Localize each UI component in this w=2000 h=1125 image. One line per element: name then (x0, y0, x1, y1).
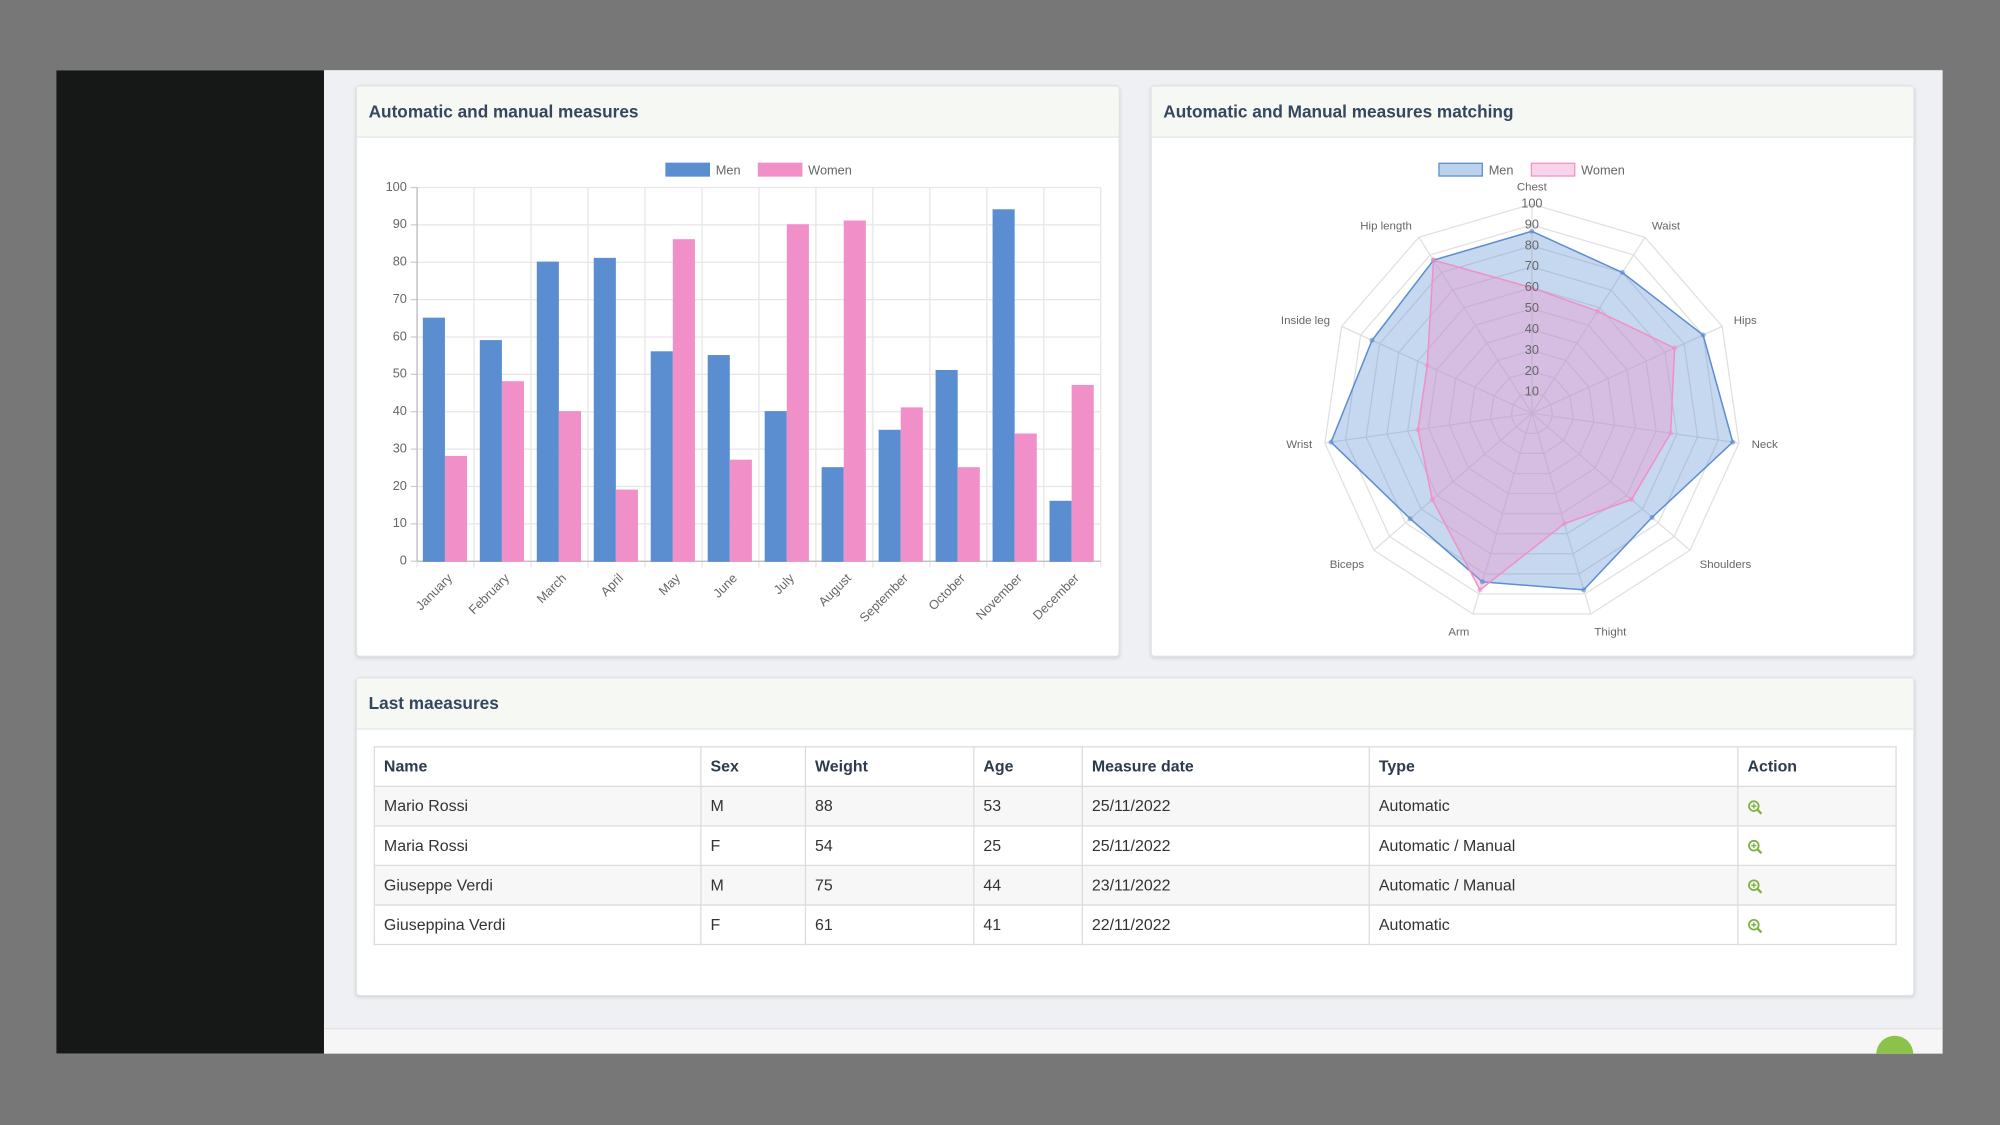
column-header: Sex (700, 746, 807, 787)
view-icon[interactable] (1747, 839, 1763, 854)
action-cell (1737, 825, 1897, 867)
card-title: Automatic and manual measures (357, 86, 1119, 138)
table-cell: F (700, 825, 807, 867)
action-cell (1737, 904, 1897, 946)
table-cell: Giuseppina Verdi (373, 904, 702, 946)
table-cell: M (700, 785, 807, 827)
table-cell: Mario Rossi (373, 785, 702, 827)
table-row: Giuseppina Verdi F 61 41 22/11/2022 Automatic (373, 904, 1897, 946)
view-icon[interactable] (1747, 799, 1763, 815)
view-icon[interactable] (1747, 878, 1763, 894)
scroll-top-button[interactable] (1876, 1035, 1914, 1054)
table-body: Mario Rossi M 88 53 25/11/2022 Automatic Maria… (373, 785, 1897, 946)
table-cell: Automatic (1368, 785, 1739, 827)
app-window: Automatic and manual measures Automatic … (56, 70, 1943, 1054)
table-cell: Giuseppe Verdi (373, 864, 702, 906)
table-cell: Maria Rossi (373, 825, 702, 867)
action-cell (1737, 785, 1897, 827)
table-row: Maria Rossi F 54 25 25/11/2022 Automatic / Ma… (373, 825, 1897, 867)
table-cell: 41 (973, 904, 1083, 946)
sidebar (56, 70, 324, 1054)
table-cell: 88 (804, 785, 975, 827)
footer (323, 1028, 1943, 1054)
radar-card: Automatic and Manual measures matching (1150, 85, 1915, 657)
table-cell: 22/11/2022 (1081, 904, 1370, 946)
view-icon[interactable] (1747, 918, 1763, 933)
action-cell (1737, 864, 1897, 906)
table-cell: 25/11/2022 (1081, 825, 1370, 867)
card-title: Last maeasures (357, 678, 1914, 730)
table-cell: 54 (804, 825, 975, 867)
column-header: Action (1737, 746, 1897, 787)
table-cell: Automatic / Manual (1368, 825, 1739, 867)
column-header: Type (1368, 746, 1739, 787)
table-cell: 23/11/2022 (1081, 864, 1370, 906)
card-title: Automatic and Manual measures matching (1151, 86, 1914, 138)
table-cell: Automatic (1368, 904, 1739, 946)
measures-table: Name Sex Weight Age Measure date Type Action M… (373, 746, 1897, 946)
column-header: Measure date (1081, 746, 1370, 787)
column-header: Name (373, 746, 702, 787)
table-row: Mario Rossi M 88 53 25/11/2022 Automatic (373, 785, 1897, 827)
table-cell: 75 (804, 864, 975, 906)
bar-card: Automatic and manual measures (355, 85, 1120, 657)
header-row: Name Sex Weight Age Measure date Type Action (373, 746, 1897, 787)
table-cell: F (700, 904, 807, 946)
table-cell: Automatic / Manual (1368, 864, 1739, 906)
table-cell: 53 (973, 785, 1083, 827)
table-row: Giuseppe Verdi M 75 44 23/11/2022 Automatic /… (373, 864, 1897, 906)
table-cell: 25/11/2022 (1081, 785, 1370, 827)
table-cell: 61 (804, 904, 975, 946)
table-cell: M (700, 864, 807, 906)
table-cell: 25 (973, 825, 1083, 867)
column-header: Age (973, 746, 1083, 787)
table-cell: 44 (973, 864, 1083, 906)
table-card: Last maeasures Name Sex Weight Age Measure d… (355, 677, 1915, 997)
column-header: Weight (804, 746, 975, 787)
